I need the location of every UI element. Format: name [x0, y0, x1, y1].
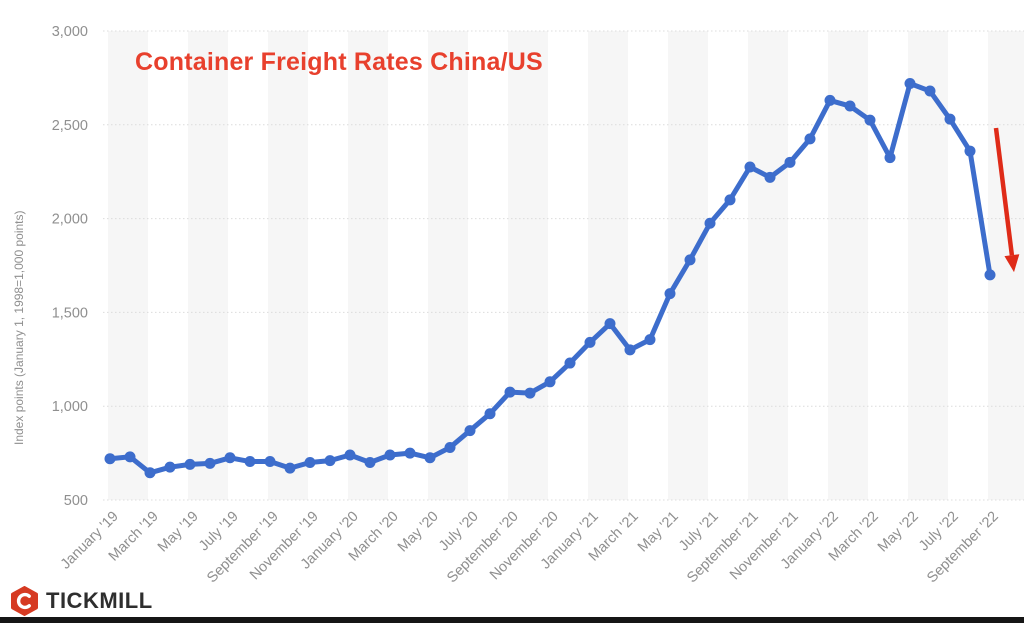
data-point [364, 456, 376, 468]
bottom-bar [0, 617, 1024, 623]
data-point [944, 113, 956, 125]
background-stripe [988, 31, 1024, 500]
x-tick-label: September '19 [204, 509, 282, 587]
data-point [344, 449, 356, 461]
data-point [744, 161, 756, 173]
tickmill-logo: TICKMILL [10, 585, 153, 616]
data-point [704, 217, 716, 229]
x-tick-label: September '22 [924, 509, 1002, 587]
y-tick-label: 1,000 [52, 399, 88, 415]
data-point [584, 336, 596, 348]
y-axis-title: Index points (January 1, 1998=1,000 poin… [12, 210, 26, 446]
data-point [724, 194, 736, 206]
y-tick-label: 2,000 [52, 212, 88, 228]
tickmill-logo-icon [11, 585, 38, 616]
data-point [444, 441, 456, 453]
data-point [484, 408, 496, 420]
x-tick-label: May '21 [635, 509, 682, 556]
data-point [404, 447, 416, 459]
data-point [284, 462, 296, 474]
data-point [424, 452, 436, 464]
background-stripe [428, 31, 468, 500]
tickmill-logo-text: TICKMILL [46, 587, 153, 613]
data-point [924, 85, 936, 97]
background-stripe [108, 31, 148, 500]
x-tick-label: January '19 [58, 509, 122, 573]
down-trend-arrow-shaft [993, 127, 1015, 256]
chart-title: Container Freight Rates China/US [135, 48, 543, 76]
data-point [204, 457, 216, 469]
data-point [244, 456, 256, 468]
y-tick-label: 3,000 [52, 24, 88, 40]
data-point [324, 455, 336, 467]
data-point [224, 452, 236, 464]
data-point [384, 449, 396, 461]
down-trend-arrow-head [1004, 254, 1020, 273]
data-point [184, 458, 196, 470]
data-point [104, 453, 116, 465]
x-tick-label: May '19 [155, 509, 202, 556]
data-point [304, 456, 316, 468]
background-stripe [268, 31, 308, 500]
data-point [504, 386, 516, 398]
data-point [564, 357, 576, 369]
data-point [524, 387, 536, 399]
data-point [764, 171, 776, 183]
data-point [124, 451, 136, 463]
data-point [544, 376, 556, 388]
data-point [604, 318, 616, 330]
data-point [464, 425, 476, 437]
data-point [884, 152, 896, 164]
data-point [784, 156, 796, 168]
x-tick-label: September '20 [444, 509, 522, 587]
data-point [684, 254, 696, 266]
data-point [664, 288, 676, 300]
data-point [964, 145, 976, 157]
data-point [864, 114, 876, 126]
background-stripe [908, 31, 948, 500]
data-point [824, 94, 836, 106]
background-stripe [188, 31, 228, 500]
data-point [844, 100, 856, 112]
data-point [644, 334, 656, 346]
data-point [624, 344, 636, 356]
data-point [264, 456, 276, 468]
background-stripe [748, 31, 788, 500]
x-tick-label: September '21 [684, 509, 762, 587]
data-point [144, 467, 156, 479]
data-point [164, 461, 176, 473]
x-tick-label: May '22 [875, 509, 922, 556]
y-tick-label: 500 [64, 493, 88, 509]
background-stripe [348, 31, 388, 500]
data-point [804, 133, 816, 145]
data-point [984, 269, 996, 281]
data-point [904, 78, 916, 90]
y-tick-label: 2,500 [52, 118, 88, 134]
x-tick-label: May '20 [395, 509, 442, 556]
background-stripe [508, 31, 548, 500]
background-stripe [588, 31, 628, 500]
y-tick-label: 1,500 [52, 305, 88, 321]
